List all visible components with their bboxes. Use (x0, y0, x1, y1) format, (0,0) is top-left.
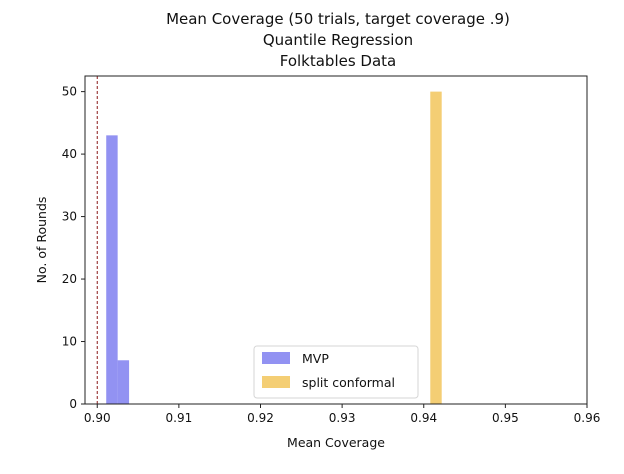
y-tick-label: 20 (62, 272, 77, 286)
bar-mvp-1 (117, 360, 130, 404)
x-tick-label: 0.94 (410, 411, 437, 425)
x-tick-label: 0.92 (247, 411, 274, 425)
x-tick-label: 0.96 (574, 411, 601, 425)
x-tick-label: 0.91 (166, 411, 193, 425)
plot-frame (84, 75, 588, 405)
legend-box (253, 345, 419, 399)
y-tick-label: 40 (62, 147, 77, 161)
legend-swatch-mvp (262, 352, 290, 364)
bar-split-conformal-0 (430, 91, 442, 404)
y-axis-label: No. of Rounds (34, 197, 49, 284)
x-axis-label: Mean Coverage (287, 435, 385, 450)
y-tick-label: 30 (62, 210, 77, 224)
chart-title-line-1: Mean Coverage (50 trials, target coverag… (166, 10, 510, 28)
y-tick-label: 50 (62, 85, 77, 99)
bar-mvp-0 (106, 135, 118, 404)
y-tick-label: 0 (69, 397, 77, 411)
chart-title-line-2: Quantile Regression (263, 31, 413, 49)
legend-label-split-conformal: split conformal (302, 375, 395, 390)
chart-title-line-3: Folktables Data (280, 52, 397, 70)
x-tick-label: 0.93 (329, 411, 356, 425)
legend-swatch-split-conformal (262, 376, 290, 388)
x-tick-label: 0.95 (492, 411, 519, 425)
x-tick-label: 0.90 (84, 411, 111, 425)
legend: MVP split conformal (253, 345, 419, 399)
y-tick-label: 10 (62, 335, 77, 349)
legend-label-mvp: MVP (302, 351, 329, 366)
